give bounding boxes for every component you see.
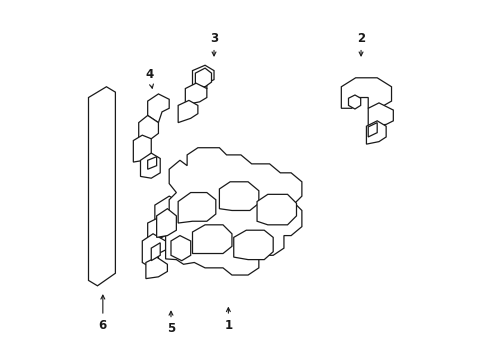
Polygon shape (147, 157, 156, 169)
Polygon shape (367, 123, 376, 137)
Polygon shape (88, 87, 115, 286)
Polygon shape (145, 257, 167, 279)
Text: 6: 6 (99, 295, 107, 332)
Polygon shape (133, 135, 151, 162)
Polygon shape (178, 193, 215, 223)
Polygon shape (233, 230, 273, 260)
Polygon shape (165, 148, 301, 275)
Polygon shape (195, 68, 211, 87)
Polygon shape (155, 196, 185, 230)
Polygon shape (348, 95, 360, 109)
Text: 5: 5 (166, 311, 175, 335)
Polygon shape (142, 234, 165, 268)
Polygon shape (178, 100, 198, 123)
Text: 4: 4 (145, 68, 153, 88)
Polygon shape (185, 83, 206, 105)
Polygon shape (139, 116, 158, 140)
Polygon shape (156, 209, 176, 237)
Text: 3: 3 (209, 32, 218, 56)
Polygon shape (192, 225, 231, 253)
Polygon shape (257, 194, 296, 225)
Polygon shape (171, 235, 190, 261)
Polygon shape (366, 121, 386, 144)
Polygon shape (219, 182, 258, 211)
Polygon shape (151, 243, 160, 261)
Polygon shape (147, 94, 169, 123)
Polygon shape (341, 78, 391, 108)
Polygon shape (147, 218, 171, 241)
Polygon shape (140, 153, 160, 178)
Polygon shape (192, 65, 214, 92)
Polygon shape (367, 103, 392, 126)
Text: 1: 1 (224, 308, 232, 332)
Text: 2: 2 (356, 32, 365, 56)
